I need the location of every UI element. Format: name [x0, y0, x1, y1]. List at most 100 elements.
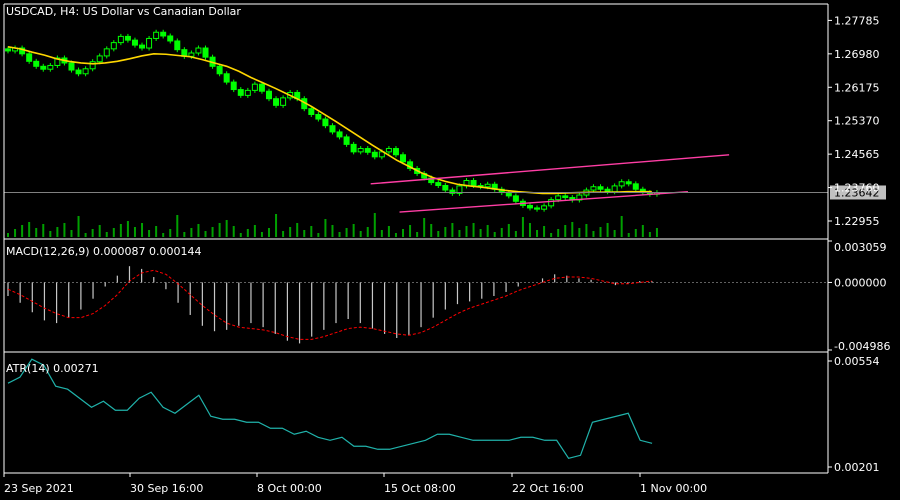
- volume-bar: [183, 232, 186, 237]
- volume-bar: [634, 229, 637, 237]
- channel-lower-line: [399, 191, 688, 213]
- channel-upper-line: [370, 154, 730, 185]
- volume-bar: [387, 226, 390, 237]
- volume-bar: [564, 225, 567, 237]
- candle: [470, 180, 477, 186]
- atr-tick-label: 0.00554: [834, 355, 880, 368]
- volume-bar: [162, 233, 165, 237]
- volume-bar: [345, 228, 348, 237]
- candle: [223, 73, 230, 83]
- candle: [124, 35, 131, 41]
- volume-bar: [14, 229, 17, 237]
- volume-bar: [592, 231, 595, 237]
- price-tick-label: 1.24565: [834, 148, 880, 161]
- volume-bar: [423, 218, 426, 237]
- volume-bar: [359, 231, 362, 237]
- candle: [160, 31, 167, 37]
- volume-bar: [543, 226, 546, 237]
- volume-bar: [338, 232, 341, 237]
- volume-bar: [42, 224, 45, 237]
- volume-bar: [437, 231, 440, 237]
- volume-bar: [458, 230, 461, 237]
- candle: [26, 53, 33, 62]
- volume-bar: [557, 229, 560, 237]
- volume-bar: [148, 230, 151, 237]
- volume-bar: [141, 223, 144, 237]
- candle: [139, 44, 146, 49]
- candle: [435, 182, 442, 186]
- volume-bar: [380, 230, 383, 237]
- volume-bar: [430, 224, 433, 237]
- candle: [526, 204, 533, 209]
- volume-bar: [310, 226, 313, 237]
- atr-line: [7, 358, 653, 459]
- volume-bar: [35, 228, 38, 237]
- candle: [265, 90, 272, 100]
- candle: [336, 131, 343, 138]
- atr-panel: [7, 358, 653, 459]
- volume-bar: [282, 231, 285, 237]
- candle: [146, 37, 153, 49]
- volume-bar: [77, 216, 80, 237]
- candle: [33, 60, 40, 67]
- volume-bar: [275, 214, 278, 237]
- candle: [19, 47, 26, 55]
- candle: [329, 125, 336, 133]
- volume-bar: [648, 232, 651, 237]
- candle: [131, 39, 138, 46]
- volume-bar: [324, 219, 327, 237]
- candle: [188, 52, 195, 57]
- volume-bar: [253, 225, 256, 237]
- volume-bar: [571, 222, 574, 237]
- candle: [54, 57, 61, 66]
- candle: [47, 64, 54, 70]
- volume-bar: [303, 230, 306, 237]
- candle: [449, 189, 456, 194]
- candle: [82, 68, 89, 75]
- candle: [597, 186, 604, 190]
- volume-bar: [246, 229, 249, 237]
- volume-bar: [394, 233, 397, 237]
- time-tick-label: 1 Nov 00:00: [640, 482, 707, 495]
- volume-bar: [500, 228, 503, 237]
- price-tick-label: 1.22955: [834, 215, 880, 228]
- volume-bar: [98, 225, 101, 237]
- candle: [258, 83, 265, 92]
- volume-bar: [536, 230, 539, 237]
- candle: [512, 195, 519, 202]
- volume-bar: [232, 226, 235, 237]
- candle: [484, 183, 491, 188]
- macd-tick-label: 0.000000: [834, 276, 887, 289]
- atr-label: ATR(14) 0.00271: [6, 362, 99, 375]
- candle: [68, 62, 75, 71]
- price-tick-label: 1.25370: [834, 115, 880, 128]
- candle: [562, 195, 569, 199]
- candle: [534, 207, 541, 210]
- candle: [75, 69, 82, 75]
- candle: [273, 98, 280, 106]
- volume-bar: [91, 229, 94, 237]
- volume-bar: [155, 226, 158, 237]
- candle: [442, 184, 449, 191]
- candle: [167, 35, 174, 42]
- volume-bar: [528, 223, 531, 237]
- candle: [385, 148, 392, 153]
- candle: [625, 181, 632, 185]
- volume-bar: [239, 233, 242, 237]
- candle: [322, 118, 329, 127]
- volume-bar: [620, 216, 623, 237]
- candle: [555, 195, 562, 201]
- candle: [611, 185, 618, 193]
- volume-bar: [190, 228, 193, 237]
- volume-bar: [112, 228, 115, 237]
- volume-bar: [599, 227, 602, 237]
- candle: [357, 148, 364, 153]
- volume-bar: [296, 223, 299, 237]
- volume-bar: [451, 223, 454, 237]
- time-tick-label: 15 Oct 08:00: [384, 482, 456, 495]
- volume-bar: [352, 224, 355, 237]
- candle: [392, 148, 399, 156]
- candle: [117, 35, 124, 44]
- time-tick-label: 30 Sep 16:00: [130, 482, 203, 495]
